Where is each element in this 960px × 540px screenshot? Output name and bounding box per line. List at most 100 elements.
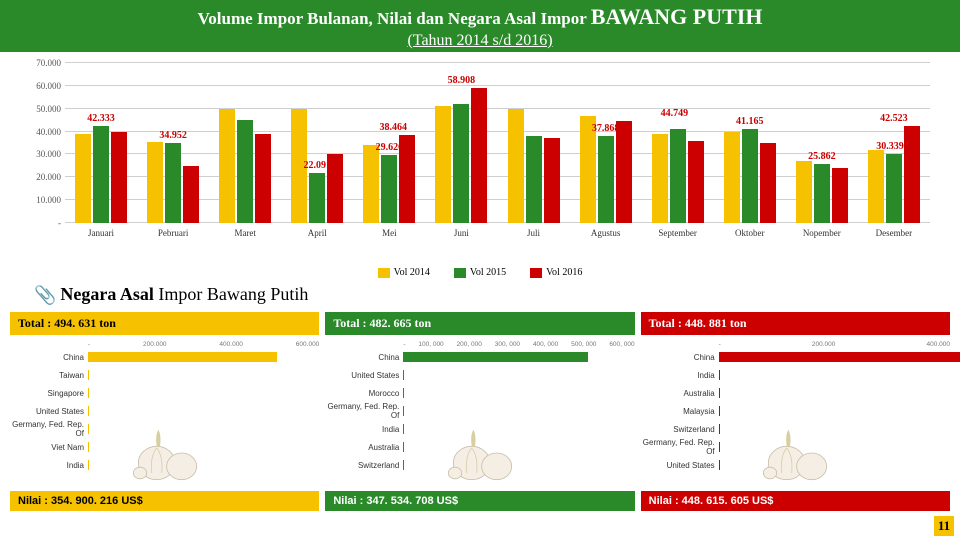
category-label: Switzerland: [641, 425, 719, 434]
bar: [526, 136, 542, 223]
legend-item: Vol 2014: [378, 267, 430, 278]
bar: [814, 164, 830, 223]
bar-group: Januari42.333: [65, 63, 137, 223]
bar-group: April22.091: [281, 63, 353, 223]
bar: [147, 142, 163, 223]
section-title: 📎Negara Asal Impor Bawang Putih: [34, 284, 960, 306]
hbar-fill: [719, 388, 720, 398]
bar: [616, 121, 632, 223]
bar-group: Oktober41.165: [714, 63, 786, 223]
category-label: Viet Nam: [10, 443, 88, 452]
total-badge: Total : 448. 881 ton: [641, 312, 950, 335]
hbar-row: China: [10, 348, 319, 366]
month-label: Pebruari: [137, 228, 209, 238]
bar-group: Maret: [209, 63, 281, 223]
category-label: Australia: [325, 443, 403, 452]
bar: [111, 132, 127, 223]
category-label: Australia: [641, 389, 719, 398]
value-label: 25.862: [808, 151, 836, 162]
value-label: 44.749: [661, 108, 689, 119]
category-label: Switzerland: [325, 461, 403, 470]
month-label: Nopember: [786, 228, 858, 238]
value-label: 37.868: [592, 123, 620, 134]
bar: [868, 150, 884, 223]
country-panel: -200.000400.000600.000ChinaTaiwanSingapo…: [10, 341, 319, 511]
hbar-row: Malaysia: [641, 402, 950, 420]
bar-group: September44.749: [642, 63, 714, 223]
category-label: China: [641, 353, 719, 362]
hbar-row: Taiwan: [10, 366, 319, 384]
section-title-rest: Impor Bawang Putih: [158, 284, 308, 304]
bar: [93, 126, 109, 223]
title-pre: Volume Impor Bulanan, Nilai dan Negara A…: [198, 9, 591, 28]
bar-group: Juli: [497, 63, 569, 223]
hbar-row: Australia: [641, 384, 950, 402]
bar: [309, 173, 325, 223]
value-label: 42.523: [880, 113, 908, 124]
bar: [435, 106, 451, 223]
header: Volume Impor Bulanan, Nilai dan Negara A…: [0, 0, 960, 52]
category-label: Taiwan: [10, 371, 88, 380]
bar: [471, 88, 487, 223]
hbar-fill: [403, 352, 588, 362]
country-panel: -200.000400.000ChinaIndiaAustraliaMalays…: [641, 341, 950, 511]
category-label: United States: [10, 407, 88, 416]
bar: [904, 126, 920, 223]
month-label: September: [642, 228, 714, 238]
category-label: United States: [325, 371, 403, 380]
bar: [237, 120, 253, 223]
garlic-icon: [115, 423, 215, 483]
nilai-badge: Nilai : 448. 615. 605 US$: [641, 491, 950, 511]
bar-group: Pebruari34.952: [137, 63, 209, 223]
bar: [75, 134, 91, 223]
totals-row: Total : 494. 631 tonTotal : 482. 665 ton…: [0, 312, 960, 337]
hbar-row: India: [641, 366, 950, 384]
month-label: Juli: [497, 228, 569, 238]
bar: [742, 129, 758, 223]
month-label: Maret: [209, 228, 281, 238]
legend-swatch: [530, 268, 542, 278]
category-label: China: [325, 353, 403, 362]
bar: [886, 154, 902, 223]
bar-group: Agustus37.868: [570, 63, 642, 223]
month-label: Januari: [65, 228, 137, 238]
hbar-fill: [719, 370, 720, 380]
category-label: Germany, Fed. Rep. Of: [10, 420, 88, 438]
month-label: Desember: [858, 228, 930, 238]
bar-group: Juni58.908: [425, 63, 497, 223]
hbar-row: United States: [10, 402, 319, 420]
monthly-volume-bar-chart: -10.00020.00030.00040.00050.00060.00070.…: [20, 58, 940, 248]
bar: [652, 134, 668, 223]
hbar-row: United States: [325, 366, 634, 384]
hbar-fill: [88, 352, 277, 362]
value-label: 29.626: [376, 142, 404, 153]
country-panel: -100, 000200, 000300, 000400, 000500, 00…: [325, 341, 634, 511]
value-label: 38.464: [379, 122, 407, 133]
garlic-icon: [745, 423, 845, 483]
month-label: Mei: [353, 228, 425, 238]
value-label: 58.908: [448, 75, 476, 86]
bar: [832, 168, 848, 223]
bar: [183, 166, 199, 223]
hbar-fill: [403, 370, 404, 380]
hbar-row: Singapore: [10, 384, 319, 402]
bar: [760, 143, 776, 223]
category-label: Germany, Fed. Rep. Of: [325, 402, 403, 420]
value-label: 41.165: [736, 116, 764, 127]
total-badge: Total : 494. 631 ton: [10, 312, 319, 335]
garlic-icon: [430, 423, 530, 483]
page-number: 11: [934, 516, 954, 536]
value-label: 22.091: [304, 160, 332, 171]
bar-group: Mei29.62638.464: [353, 63, 425, 223]
category-label: Malaysia: [641, 407, 719, 416]
bar-group: Desember30.33942.523: [858, 63, 930, 223]
clip-icon: 📎: [34, 285, 56, 306]
hbar-row: China: [641, 348, 950, 366]
bar: [670, 129, 686, 223]
bar: [255, 134, 271, 223]
month-label: April: [281, 228, 353, 238]
legend-swatch: [378, 268, 390, 278]
bar: [508, 109, 524, 223]
category-label: India: [641, 371, 719, 380]
category-label: India: [10, 461, 88, 470]
